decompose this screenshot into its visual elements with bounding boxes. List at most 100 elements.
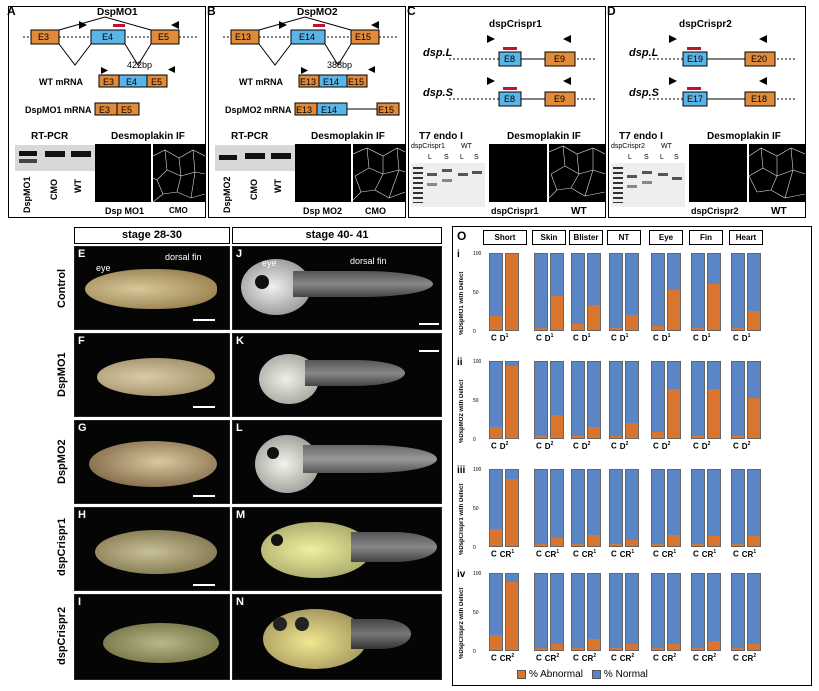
embryo-h-label: H bbox=[78, 509, 86, 521]
embryo-f-label: F bbox=[78, 335, 85, 347]
panel-a-if-label-1: Dsp MO1 bbox=[105, 206, 145, 216]
o-bar-abnormal bbox=[535, 648, 547, 650]
panel-d-gene-l: dsp.L bbox=[629, 47, 659, 59]
panel-a-lane-3: WT bbox=[73, 179, 83, 193]
panel-d-t7: T7 endo I bbox=[619, 131, 663, 142]
o-bar-ii-fin-c bbox=[691, 361, 705, 439]
o-bar-abnormal bbox=[692, 435, 704, 438]
panel-d-lane-2: S bbox=[644, 154, 649, 161]
o-bar-abnormal bbox=[490, 634, 502, 650]
o-bar-iii-heart-d bbox=[747, 469, 761, 547]
o-bar-abnormal bbox=[535, 328, 547, 330]
o-bar-iv-fin-d bbox=[707, 573, 721, 651]
o-bar-iv-blister-d bbox=[587, 573, 601, 651]
panel-o-chart: Short Skin Blister NT Eye Fin Heart i %DspMO1 wi… bbox=[452, 226, 812, 686]
o-xlabel: C CR1 bbox=[536, 549, 560, 559]
o-xlabel: C CR1 bbox=[491, 549, 515, 559]
panel-d-if-wt bbox=[749, 144, 805, 202]
panel-b-lane-2: CMO bbox=[249, 179, 259, 201]
o-bar-iii-blister-c bbox=[571, 469, 585, 547]
o-bar-ii-short-c bbox=[489, 361, 503, 439]
panel-a-if-title: Desmoplakin IF bbox=[111, 131, 185, 142]
o-bar-abnormal bbox=[668, 534, 680, 546]
panel-a-mo-e5: E5 bbox=[121, 105, 133, 115]
panel-c-s-e9: E9 bbox=[554, 94, 566, 104]
panel-d-gel bbox=[611, 163, 685, 207]
o-xlabel: C D1 bbox=[611, 333, 629, 343]
o-bar-abnormal bbox=[748, 311, 760, 330]
o-bar-abnormal bbox=[588, 426, 600, 438]
panel-b-lane-3: WT bbox=[273, 179, 283, 193]
o-xlabel: C D2 bbox=[491, 441, 509, 451]
panel-d-if-title: Desmoplakin IF bbox=[707, 131, 781, 142]
panel-b-mo-e13: E13 bbox=[296, 105, 313, 115]
o-bar-ii-nt-c bbox=[609, 361, 623, 439]
o-row-ylabel: %DspCrispr1 with Defect bbox=[459, 483, 465, 555]
panel-c-diagram bbox=[449, 35, 597, 107]
panel-a-title: DspMO1 bbox=[97, 7, 138, 18]
stage-header-2: stage 40- 41 bbox=[232, 227, 442, 244]
embryo-l bbox=[232, 420, 442, 504]
o-bar-ii-nt-d bbox=[625, 361, 639, 439]
o-bar-ii-heart-d bbox=[747, 361, 761, 439]
panel-c-s-e8: E8 bbox=[504, 94, 516, 104]
panel-a-wt-e5: E5 bbox=[151, 77, 163, 87]
panel-c: C dspCrispr1 dsp.L dsp.S E8 E9 E8 E9 T7 … bbox=[407, 4, 606, 218]
panel-a-lane-1: DspMO1 bbox=[22, 176, 32, 214]
o-bar-i-fin-d bbox=[707, 253, 721, 331]
o-bar-abnormal bbox=[490, 316, 502, 330]
o-bar-i-blister-d bbox=[587, 253, 601, 331]
o-ytick: 0 bbox=[473, 649, 476, 655]
row-label-control: Control bbox=[56, 268, 68, 308]
panel-b-mo-e14: E14 bbox=[321, 105, 338, 115]
o-bar-abnormal bbox=[535, 544, 547, 546]
panel-b-wt-e13: E13 bbox=[300, 77, 317, 87]
o-bar-ii-eye-d bbox=[667, 361, 681, 439]
o-ytick: 100 bbox=[473, 571, 482, 577]
panel-a-letter: A bbox=[7, 4, 16, 18]
o-ytick: 100 bbox=[473, 359, 482, 365]
embryo-j-label: J bbox=[236, 248, 243, 260]
panel-a-exon-e3: E3 bbox=[38, 32, 50, 42]
o-ytick: 0 bbox=[473, 545, 476, 551]
panel-b-gel bbox=[215, 145, 295, 171]
panel-d-letter: D bbox=[607, 4, 616, 18]
o-bar-abnormal bbox=[748, 643, 760, 650]
o-ytick: 50 bbox=[473, 610, 479, 616]
o-bar-abnormal bbox=[572, 648, 584, 650]
panel-c-t7: T7 endo I bbox=[419, 131, 463, 142]
o-bar-iii-eye-c bbox=[651, 469, 665, 547]
legend-abnormal-label: % Abnormal bbox=[529, 669, 583, 680]
o-bar-abnormal bbox=[506, 581, 518, 650]
o-bar-iii-heart-c bbox=[731, 469, 745, 547]
panel-c-lane-3: L bbox=[460, 154, 464, 161]
panel-a-wt-mrna: WT mRNA bbox=[39, 77, 83, 87]
o-bar-abnormal bbox=[588, 638, 600, 650]
o-bar-abnormal bbox=[652, 326, 664, 330]
panel-b-letter: B bbox=[207, 4, 216, 18]
embryo-e-label: E bbox=[78, 248, 86, 260]
o-bar-i-skin-d bbox=[550, 253, 564, 331]
panel-a-mo-mrna: DspMO1 mRNA bbox=[25, 105, 92, 115]
panel-d: D dspCrispr2 dsp.L dsp.S E19 E20 E17 E18… bbox=[607, 4, 806, 218]
o-xlabel: C CR1 bbox=[573, 549, 597, 559]
o-ytick: 100 bbox=[473, 467, 482, 473]
o-row-ylabel: %DspMO2 with Defect bbox=[459, 379, 465, 443]
o-bar-iv-fin-c bbox=[691, 573, 705, 651]
panel-d-l-e19: E19 bbox=[687, 54, 704, 64]
o-bar-i-fin-c bbox=[691, 253, 705, 331]
embryo-i bbox=[74, 594, 230, 680]
o-col-header-nt: NT bbox=[607, 230, 641, 245]
o-bar-abnormal bbox=[551, 538, 563, 546]
o-xlabel: C D2 bbox=[693, 441, 711, 451]
o-bar-abnormal bbox=[692, 648, 704, 650]
panel-d-gel-title: dspCrispr2 bbox=[611, 143, 645, 150]
panel-b-if-title: Desmoplakin IF bbox=[311, 131, 385, 142]
panel-o-letter: O bbox=[457, 229, 467, 243]
o-bar-iv-short-c bbox=[489, 573, 503, 651]
o-bar-abnormal bbox=[626, 422, 638, 438]
panel-d-if-label-2: WT bbox=[771, 206, 787, 217]
o-bar-abnormal bbox=[610, 436, 622, 438]
o-xlabel: C CR2 bbox=[611, 653, 635, 663]
o-bar-iv-nt-d bbox=[625, 573, 639, 651]
